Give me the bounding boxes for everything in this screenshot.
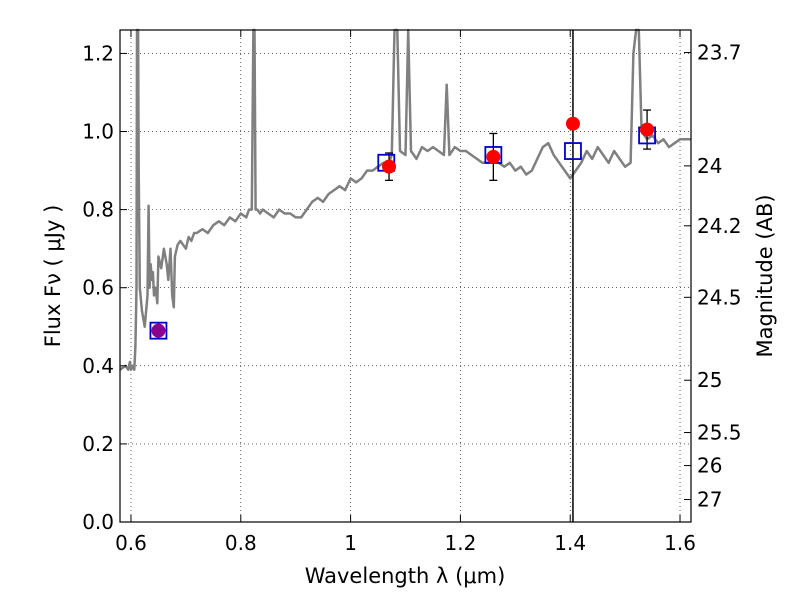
magnitude-tick-label: 25.5	[697, 421, 742, 445]
y-axis-label-right: Magnitude (AB)	[753, 194, 777, 357]
model-points	[149, 126, 656, 340]
magnitude-tick-label: 24	[697, 154, 722, 178]
y-tick-label: 1.2	[82, 41, 114, 65]
spectrum-line	[119, 28, 691, 371]
observed-point	[565, 116, 580, 131]
y-tick-label: 0.8	[82, 198, 114, 222]
ticks	[120, 30, 691, 523]
magnitude-tick-label: 27	[697, 488, 722, 512]
observed-point	[486, 149, 501, 164]
observed-point	[382, 159, 397, 174]
x-tick-label: 1.2	[444, 531, 476, 555]
y-tick-label: 1.0	[82, 120, 114, 144]
x-tick-label: 0.6	[115, 531, 147, 555]
magnitude-tick-label: 23.7	[697, 41, 742, 65]
magnitude-tick-label: 25	[697, 368, 722, 392]
y-tick-label: 0.0	[82, 510, 114, 534]
x-tick-label: 0.8	[225, 531, 257, 555]
x-tick-label: 1	[344, 531, 357, 555]
magnitude-tick-label: 24.2	[697, 214, 742, 238]
tick-labels: 0.6 0.8 1 1.2 1.4 1.6 0.0 0.2 0.4 0.6 0.8 1.0 1.2 23.…	[82, 41, 741, 555]
plot-frame	[119, 29, 692, 523]
observed-point	[151, 323, 166, 338]
y-axis-label-left: Flux Fν ( μJy )	[41, 205, 65, 348]
observed-point	[640, 122, 655, 137]
y-tick-label: 0.2	[82, 432, 114, 456]
observed-points	[151, 116, 655, 338]
x-axis-label: Wavelength λ (μm)	[305, 564, 506, 588]
x-tick-label: 1.4	[554, 531, 586, 555]
magnitude-tick-label: 26	[697, 454, 722, 478]
x-tick-label: 1.6	[664, 531, 696, 555]
model-point-square	[564, 142, 582, 160]
magnitude-tick-label: 24.5	[697, 285, 742, 309]
y-tick-label: 0.4	[82, 354, 114, 378]
model-point-square	[149, 321, 168, 340]
errorbars	[154, 109, 652, 340]
y-tick-label: 0.6	[82, 276, 114, 300]
spectrum-series	[119, 28, 691, 371]
